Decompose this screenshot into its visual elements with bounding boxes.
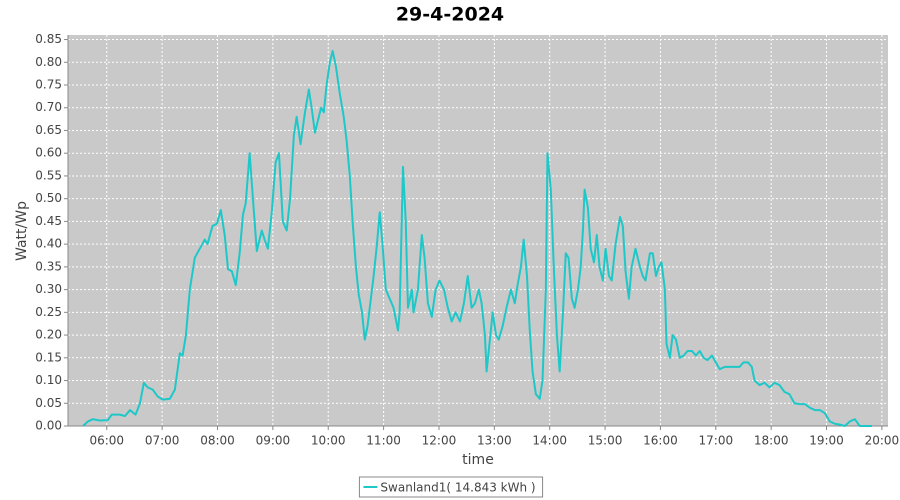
x-tick-label: 19:00 xyxy=(809,434,844,448)
x-tick-label: 11:00 xyxy=(366,434,401,448)
x-axis-label: time xyxy=(462,452,494,468)
legend-label: Swanland1( 14.843 kWh ) xyxy=(380,481,535,495)
y-tick-label: 0.75 xyxy=(35,78,62,92)
y-tick-label: 0.30 xyxy=(35,282,62,296)
y-axis-label: Watt/Wp xyxy=(14,201,30,261)
x-tick-label: 13:00 xyxy=(477,434,512,448)
x-tick-label: 20:00 xyxy=(865,434,900,448)
y-tick-label: 0.20 xyxy=(35,328,62,342)
y-tick-label: 0.25 xyxy=(35,305,62,319)
y-tick-label: 0.15 xyxy=(35,350,62,364)
y-tick-label: 0.00 xyxy=(35,419,62,433)
y-tick-label: 0.10 xyxy=(35,373,62,387)
y-tick-label: 0.80 xyxy=(35,55,62,69)
chart-title: 29-4-2024 xyxy=(396,4,504,26)
y-tick-label: 0.70 xyxy=(35,100,62,114)
y-tick-label: 0.05 xyxy=(35,396,62,410)
legend-box xyxy=(358,476,544,498)
x-tick-label: 18:00 xyxy=(754,434,789,448)
x-tick-label: 09:00 xyxy=(256,434,291,448)
y-tick-label: 0.65 xyxy=(35,123,62,137)
x-tick-label: 06:00 xyxy=(89,434,124,448)
y-tick-label: 0.40 xyxy=(35,237,62,251)
y-tick-label: 0.50 xyxy=(35,191,62,205)
y-tick-label: 0.45 xyxy=(35,214,62,228)
x-tick-label: 17:00 xyxy=(699,434,734,448)
x-tick-label: 15:00 xyxy=(588,434,623,448)
x-tick-label: 08:00 xyxy=(200,434,235,448)
y-tick-label: 0.85 xyxy=(35,32,62,46)
y-tick-label: 0.55 xyxy=(35,168,62,182)
y-tick-label: 0.35 xyxy=(35,259,62,273)
x-tick-label: 10:00 xyxy=(311,434,346,448)
y-tick-label: 0.60 xyxy=(35,146,62,160)
x-tick-label: 16:00 xyxy=(643,434,678,448)
series-line xyxy=(82,49,872,427)
x-tick-label: 14:00 xyxy=(532,434,567,448)
x-tick-label: 12:00 xyxy=(422,434,457,448)
plot-area xyxy=(68,35,888,426)
x-tick-label: 07:00 xyxy=(145,434,180,448)
